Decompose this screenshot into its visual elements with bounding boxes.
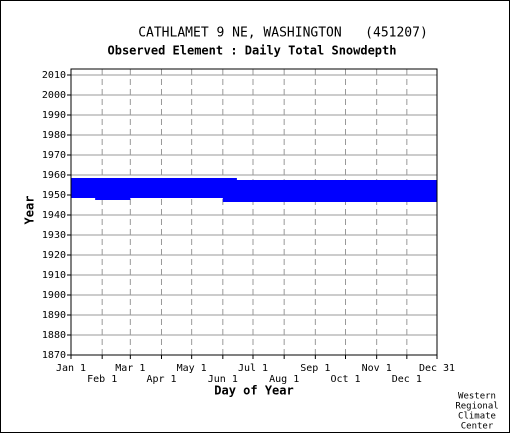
- x-tick-label: Dec 31: [419, 363, 455, 374]
- data-range: [71, 196, 437, 198]
- data-range: [71, 178, 237, 180]
- chart-subtitle: Observed Element : Daily Total Snowdepth: [108, 44, 397, 58]
- data-range: [71, 188, 437, 190]
- x-tick-label: Nov 1: [362, 363, 392, 374]
- data-range: [71, 182, 437, 184]
- y-tick-label: 1910: [42, 270, 66, 281]
- x-tick-label: Oct 1: [330, 374, 360, 385]
- credit-line: Climate: [458, 412, 496, 422]
- data-range: [71, 192, 437, 194]
- data-range: [71, 184, 437, 186]
- chart-title: CATHLAMET 9 NE, WASHINGTON (451207): [138, 26, 428, 41]
- x-tick-label: Aug 1: [269, 374, 299, 385]
- data-range: [95, 198, 131, 200]
- plot-border: [70, 68, 438, 356]
- x-tick-label: Jun 1: [208, 374, 238, 385]
- x-tick-label: May 1: [177, 363, 207, 374]
- y-tick-label: 1870: [42, 350, 66, 361]
- y-tick-label: 1890: [42, 310, 66, 321]
- y-tick-label: 1990: [42, 110, 66, 121]
- credit-line: Center: [461, 422, 494, 432]
- y-axis-label: Year: [23, 196, 37, 225]
- plot-area: [71, 69, 437, 355]
- data-range: [71, 194, 437, 196]
- y-tick-label: 1880: [42, 330, 66, 341]
- data-range: [222, 198, 437, 200]
- credit-line: Regional: [455, 402, 498, 412]
- y-tick-label: 1930: [42, 230, 66, 241]
- x-tick-label: Mar 1: [115, 363, 145, 374]
- data-range: [71, 186, 437, 188]
- y-tick-label: 1940: [42, 210, 66, 221]
- x-tick-label: Apr 1: [146, 374, 176, 385]
- data-range: [71, 190, 437, 192]
- data-range: [222, 200, 437, 202]
- y-tick-label: 2010: [42, 70, 66, 81]
- x-tick-label: Feb 1: [87, 374, 117, 385]
- y-tick-label: 1900: [42, 290, 66, 301]
- y-tick-label: 2000: [42, 90, 66, 101]
- x-tick-label: Jan 1: [56, 363, 86, 374]
- x-tick-label: Jul 1: [238, 363, 268, 374]
- x-tick-label: Dec 1: [392, 374, 422, 385]
- y-tick-label: 1970: [42, 150, 66, 161]
- x-tick-label: Sep 1: [300, 363, 330, 374]
- y-tick-label: 1920: [42, 250, 66, 261]
- credit-line: Western: [458, 392, 496, 402]
- y-tick-label: 1980: [42, 130, 66, 141]
- data-range: [71, 180, 437, 182]
- y-tick-label: 1960: [42, 170, 66, 181]
- x-axis-label: Day of Year: [214, 384, 293, 398]
- y-tick-label: 1950: [42, 190, 66, 201]
